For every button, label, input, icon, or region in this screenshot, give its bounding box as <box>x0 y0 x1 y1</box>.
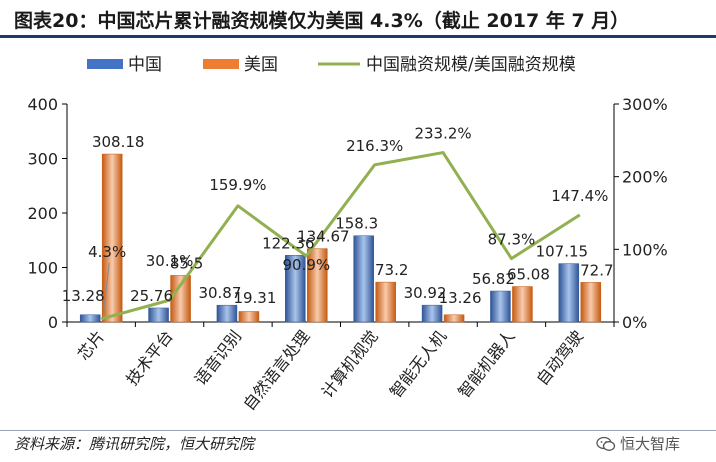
data-label-ratio: 90.9% <box>282 256 330 274</box>
y-tick-label-left: 0 <box>48 313 58 332</box>
data-label-china: 158.3 <box>335 215 378 233</box>
legend-swatch-china <box>87 59 123 69</box>
chart-title: 图表20：中国芯片累计融资规模仅为美国 4.3%（截止 2017 年 7 月） <box>14 10 630 32</box>
source-note: 资料来源：腾讯研究院，恒大研究院 <box>14 435 255 453</box>
y-tick-label-right: 200% <box>622 168 668 187</box>
ratio-line <box>100 151 581 321</box>
x-tick-label: 智能机器人 <box>454 327 518 402</box>
data-label-usa: 19.31 <box>233 289 276 307</box>
y-tick-label-left: 100 <box>27 259 58 278</box>
legend-label-china: 中国 <box>128 55 162 75</box>
bar-usa <box>307 248 328 323</box>
ratio-leader-line <box>102 262 110 317</box>
watermark-text: 恒大智库 <box>620 435 681 453</box>
y-tick-label-left: 200 <box>27 204 58 223</box>
data-label-china: 30.92 <box>404 284 447 302</box>
data-label-china: 25.76 <box>130 287 173 305</box>
bar-usa <box>238 311 260 323</box>
y-tick-label-left: 400 <box>27 95 58 114</box>
bar-usa <box>170 275 191 323</box>
data-label-usa: 65.08 <box>507 266 550 284</box>
chart: 中国 美国 中国融资规模/美国融资规模 0 100 200 300 400 0% 100% 200%… <box>27 55 668 414</box>
data-label-ratio: 30.1% <box>146 252 194 270</box>
bar-usa <box>375 281 396 323</box>
data-label-usa: 134.67 <box>297 228 350 246</box>
bar-china <box>421 304 443 323</box>
data-label-china: 30.87 <box>198 284 241 302</box>
data-label-ratio: 87.3% <box>488 231 536 249</box>
data-label-usa: 13.26 <box>439 289 482 307</box>
data-label-china: 122.36 <box>262 234 315 252</box>
bar-china <box>285 255 306 323</box>
data-label-ratio: 233.2% <box>414 125 471 143</box>
watermark: 恒大智库 <box>596 433 680 454</box>
bar-china <box>216 304 238 323</box>
data-label-china: 107.15 <box>536 243 589 261</box>
legend-swatch-usa <box>203 59 239 69</box>
y-tick-label-right: 300% <box>622 95 668 114</box>
data-label-usa: 308.18 <box>92 133 145 151</box>
x-tick-label: 芯片 <box>74 327 109 364</box>
data-label-usa: 85.5 <box>170 254 203 272</box>
bar-usa <box>580 282 602 323</box>
y-tick-label-left: 300 <box>27 150 58 169</box>
y-tick-label-right: 0% <box>622 313 647 332</box>
data-label-ratio: 159.9% <box>209 176 266 194</box>
legend-label-usa: 美国 <box>244 55 278 75</box>
bar-china <box>558 263 580 323</box>
bar-china <box>148 307 169 323</box>
x-tick-label: 技术平台 <box>122 327 176 389</box>
data-label-ratio: 147.4% <box>551 187 608 205</box>
bar-usa <box>443 314 465 323</box>
wechat-icon <box>596 436 616 451</box>
bar-china <box>79 314 101 323</box>
data-label-china: 56.82 <box>472 270 515 288</box>
data-label-usa: 73.2 <box>375 261 408 279</box>
x-tick-label: 语音识别 <box>191 327 245 389</box>
data-label-usa: 72.7 <box>580 261 613 279</box>
x-tick-label: 自动驾驶 <box>533 327 587 389</box>
y-tick-label-right: 100% <box>622 240 668 259</box>
footer-rule <box>0 430 716 431</box>
data-label-ratio: 4.3% <box>88 243 126 261</box>
x-tick-label: 智能无人机 <box>386 327 450 402</box>
title-bar: 图表20：中国芯片累计融资规模仅为美国 4.3%（截止 2017 年 7 月） <box>0 0 716 38</box>
bar-china <box>353 235 374 323</box>
data-label-china: 13.28 <box>62 287 105 305</box>
data-label-ratio: 216.3% <box>346 137 403 155</box>
legend-label-ratio: 中国融资规模/美国融资规模 <box>366 55 576 75</box>
bar-china <box>490 290 511 323</box>
x-tick-label: 自然语言处理 <box>239 327 313 414</box>
bar-usa <box>512 286 533 323</box>
x-tick-label: 计算机视觉 <box>318 327 382 402</box>
